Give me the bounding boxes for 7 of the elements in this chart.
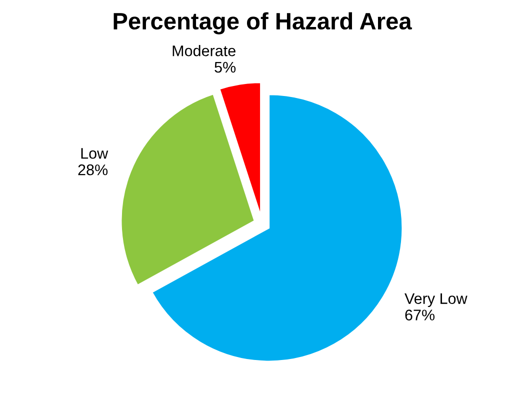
- slice-label: Very Low: [404, 293, 468, 308]
- data-label: 28%: [78, 164, 108, 176]
- data-label: 5%: [214, 62, 236, 73]
- slice-label: Low: [81, 148, 108, 159]
- chart-title: Percentage of Hazard Area: [114, 12, 412, 34]
- slice-label: Moderate: [172, 45, 236, 56]
- data-label: 67%: [405, 310, 435, 320]
